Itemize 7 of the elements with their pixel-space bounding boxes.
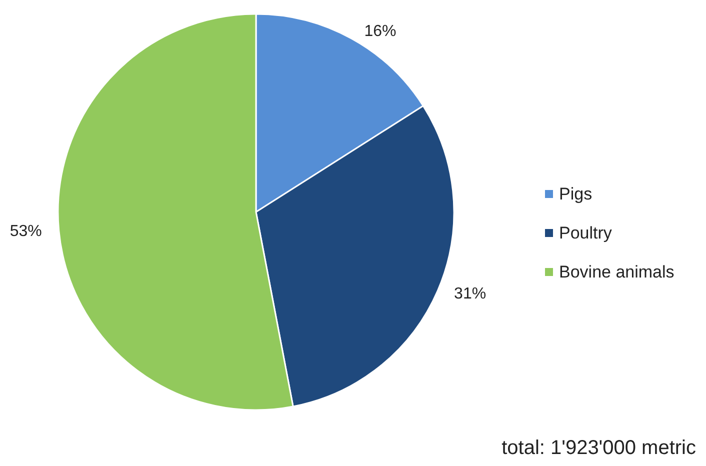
text: total: 1'923'000 metric [502, 437, 696, 459]
legend-label: Poultry [559, 224, 612, 242]
data-label: 53% [10, 222, 42, 240]
legend-label: Pigs [559, 184, 592, 204]
data-label: 16% [364, 22, 396, 40]
legend-label: Bovine animals [559, 262, 674, 282]
data-label: 31% [454, 285, 486, 302]
